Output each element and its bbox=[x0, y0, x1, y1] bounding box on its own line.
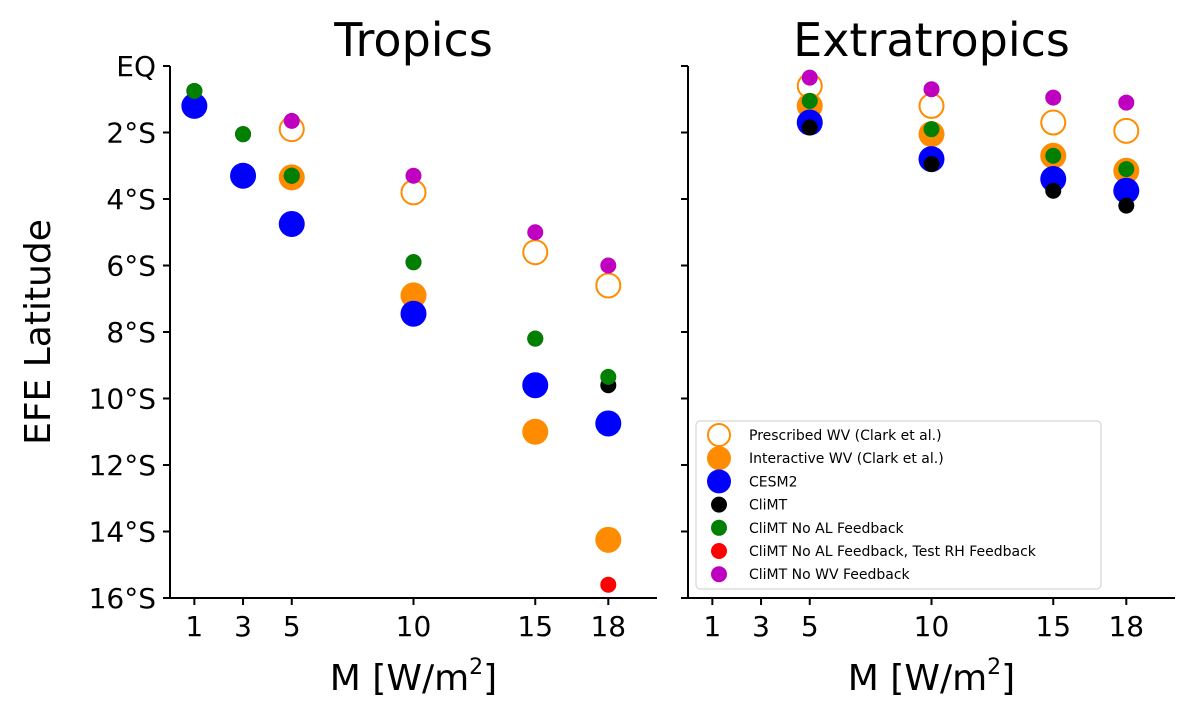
legend-box bbox=[695, 420, 1102, 590]
tropics-x-axis-label: M [W/m2] bbox=[330, 655, 497, 699]
tropics-point-climt-no-wv-feedback bbox=[283, 112, 300, 129]
extratropics-panel: Extratropics 1 3 5 10 15 18 M [W/m2] bbox=[681, 13, 1175, 699]
extratropics-point-climt-no-wv-feedback bbox=[801, 69, 818, 86]
extratropics-point-climt-no-al-feedback bbox=[1118, 161, 1135, 178]
extratropics-point-cesm2 bbox=[1040, 166, 1067, 193]
tropics-title: Tropics bbox=[333, 13, 493, 67]
tropics-point-cesm2 bbox=[181, 92, 208, 119]
tropics-point-prescribed-wv-clark-et-al bbox=[595, 272, 622, 299]
legend-marker-climt bbox=[711, 496, 727, 513]
tropics-point-interactive-wv-clark-et-al bbox=[400, 282, 427, 309]
extratropics-x-tick-label: 10 bbox=[914, 610, 950, 643]
legend-marker-interactive-wv-clark-et-al bbox=[707, 446, 731, 471]
tropics-point-cesm2 bbox=[230, 162, 257, 189]
legend-label-climt: CliMT bbox=[749, 498, 788, 514]
tropics-point-cesm2 bbox=[522, 372, 549, 399]
legend-label-climt-no-al-feedback-test-rh-feedback: CliMT No AL Feedback, Test RH Feedback bbox=[749, 544, 1037, 560]
tropics-point-climt-no-al-feedback bbox=[235, 126, 252, 143]
tropics-y-tick-label: 14°S bbox=[89, 516, 156, 549]
extratropics-point-climt-no-wv-feedback bbox=[1118, 94, 1135, 111]
tropics-x-tick-label: 5 bbox=[283, 610, 301, 643]
tropics-point-climt-no-wv-feedback bbox=[600, 257, 617, 274]
extratropics-point-climt-no-al-feedback bbox=[801, 92, 818, 109]
extratropics-point-climt-no-al-feedback bbox=[1045, 147, 1062, 164]
tropics-x-tick-label: 18 bbox=[590, 610, 626, 643]
extratropics-point-prescribed-wv-clark-et-al bbox=[1040, 109, 1067, 136]
extratropics-x-tick-label: 1 bbox=[703, 610, 721, 643]
y-axis-label: EFE Latitude bbox=[18, 219, 59, 445]
extratropics-point-climt bbox=[1118, 197, 1135, 214]
tropics-y-tick-label: 16°S bbox=[89, 582, 156, 615]
tropics-point-cesm2 bbox=[595, 410, 622, 437]
legend-marker-cesm2 bbox=[707, 469, 731, 494]
legend-marker-prescribed-wv-clark-et-al bbox=[707, 423, 731, 447]
extratropics-title: Extratropics bbox=[793, 13, 1070, 67]
tropics-x-tick-label: 10 bbox=[396, 610, 432, 643]
tropics-point-climt-no-wv-feedback bbox=[405, 167, 422, 184]
extratropics-point-prescribed-wv-clark-et-al bbox=[1113, 117, 1140, 144]
tropics-point-climt-no-al-feedback bbox=[405, 254, 422, 271]
tropics-y-tick-label: 4°S bbox=[106, 183, 156, 216]
tropics-point-prescribed-wv-clark-et-al bbox=[400, 179, 427, 206]
extratropics-point-climt bbox=[1045, 182, 1062, 199]
legend-marker-climt-no-wv-feedback bbox=[711, 566, 727, 583]
tropics-y-tick-label: 2°S bbox=[106, 117, 156, 150]
legend-marker-climt-no-al-feedback-test-rh-feedback bbox=[711, 543, 727, 559]
tropics-point-prescribed-wv-clark-et-al bbox=[522, 239, 549, 266]
tropics-point-climt-no-al-feedback bbox=[186, 82, 203, 99]
extratropics-x-tick-label: 15 bbox=[1035, 610, 1071, 643]
tropics-x-tick-label: 3 bbox=[234, 610, 252, 643]
legend-label-cesm2: CESM2 bbox=[749, 474, 798, 490]
legend-label-interactive-wv-clark-et-al: Interactive WV (Clark et al.) bbox=[749, 451, 944, 467]
extratropics-x-tick-label: 3 bbox=[752, 610, 770, 643]
tropics-x-tick-label: 1 bbox=[185, 610, 203, 643]
tropics-y-tick-label: 6°S bbox=[106, 250, 156, 283]
tropics-point-climt-no-al-feedback bbox=[600, 368, 617, 385]
tropics-point-climt-no-al-feedback-test-rh-feedback bbox=[600, 576, 617, 593]
tropics-point-cesm2 bbox=[400, 300, 427, 327]
tropics-x-tick-label: 15 bbox=[517, 610, 553, 643]
tropics-y-tick-label: 10°S bbox=[89, 383, 156, 416]
extratropics-point-climt bbox=[801, 119, 818, 136]
tropics-y-tick-label: EQ bbox=[116, 50, 156, 83]
legend-label-climt-no-wv-feedback: CliMT No WV Feedback bbox=[749, 567, 911, 583]
extratropics-point-climt bbox=[923, 156, 940, 173]
tropics-y-tick-label: 8°S bbox=[106, 316, 156, 349]
extratropics-point-climt-no-al-feedback bbox=[923, 121, 940, 138]
tropics-point-interactive-wv-clark-et-al bbox=[522, 418, 549, 445]
extratropics-x-axis-label: M [W/m2] bbox=[848, 655, 1015, 699]
tropics-point-climt-no-al-feedback bbox=[283, 167, 300, 184]
legend-label-climt-no-al-feedback: CliMT No AL Feedback bbox=[749, 521, 905, 537]
y-axis-label-group: EFE Latitude bbox=[18, 219, 59, 445]
legend: Prescribed WV (Clark et al.) Interactive … bbox=[695, 420, 1102, 590]
extratropics-point-prescribed-wv-clark-et-al bbox=[918, 92, 945, 119]
tropics-point-climt-no-wv-feedback bbox=[527, 224, 544, 241]
tropics-point-climt-no-al-feedback bbox=[527, 330, 544, 347]
extratropics-point-climt-no-wv-feedback bbox=[923, 81, 940, 98]
tropics-y-tick-label: 12°S bbox=[89, 449, 156, 482]
legend-label-prescribed-wv-clark-et-al: Prescribed WV (Clark et al.) bbox=[749, 428, 942, 444]
extratropics-point-climt-no-wv-feedback bbox=[1045, 89, 1062, 106]
extratropics-x-tick-label: 18 bbox=[1108, 610, 1144, 643]
tropics-point-interactive-wv-clark-et-al bbox=[595, 526, 622, 553]
extratropics-point-cesm2 bbox=[1113, 177, 1140, 204]
tropics-panel: Tropics EQ 2°S 4°S 6°S 8°S 10°S 12°S 14°S 16°S 1 3 5… bbox=[89, 13, 657, 699]
legend-marker-climt-no-al-feedback bbox=[711, 519, 727, 536]
extratropics-x-tick-label: 5 bbox=[801, 610, 819, 643]
tropics-point-cesm2 bbox=[278, 210, 305, 237]
